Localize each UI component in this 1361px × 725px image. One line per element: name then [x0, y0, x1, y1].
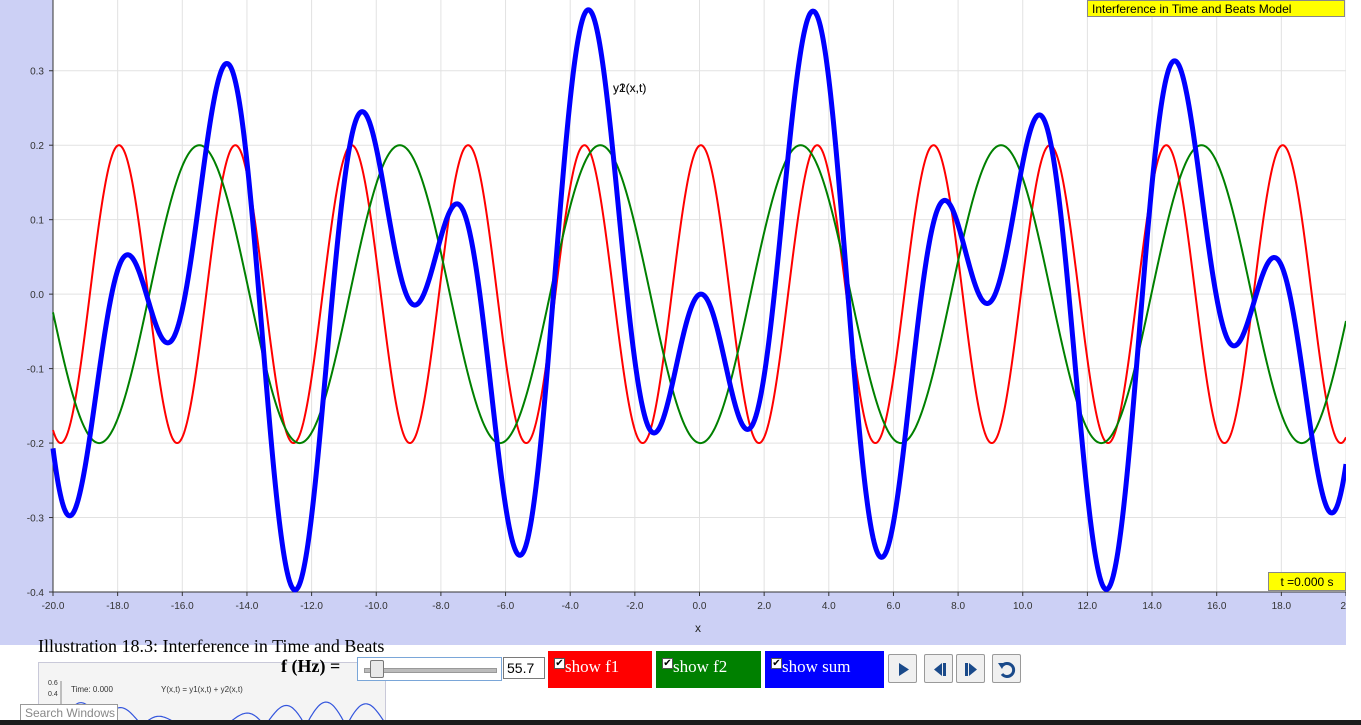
x-tick-label: -18.0 — [106, 601, 129, 612]
show-f2-toggle[interactable]: ✔ show f2 — [656, 651, 761, 688]
checkbox-checked-icon[interactable]: ✔ — [554, 658, 565, 669]
reset-icon — [998, 662, 1016, 678]
show-f1-label: show f1 — [565, 657, 620, 676]
plot-panel: -20.0 -18.0 -16.0 -14.0 -12.0 -10.0 -8.0 -6.0 -4… — [0, 0, 1361, 645]
step-forward-icon — [965, 663, 977, 676]
y-tick-label: 0.0 — [30, 290, 44, 301]
x-tick-label: 16.0 — [1207, 601, 1227, 612]
show-f1-toggle[interactable]: ✔ show f1 — [548, 651, 652, 688]
y-tick-label: 0.1 — [30, 216, 44, 227]
step-back-button[interactable] — [924, 654, 953, 683]
x-tick-label: 10.0 — [1013, 601, 1033, 612]
x-tick-label: -10.0 — [365, 601, 388, 612]
y-tick-label: -0.3 — [27, 514, 45, 525]
x-tick-label: 12.0 — [1078, 601, 1098, 612]
thumb-ytick-0: 0.6 — [48, 680, 58, 687]
y-tick-label: -0.4 — [27, 588, 45, 599]
time-readout: t =0.000 s — [1268, 572, 1346, 591]
plot-canvas[interactable]: -20.0 -18.0 -16.0 -14.0 -12.0 -10.0 -8.0 -6.0 -4… — [0, 0, 1361, 645]
x-tick-label: -20.0 — [42, 601, 65, 612]
x-tick-label: -14.0 — [236, 601, 259, 612]
x-tick-label: 18.0 — [1272, 601, 1292, 612]
play-button[interactable] — [888, 654, 917, 683]
y-tick-label: -0.1 — [27, 365, 45, 376]
x-tick-label: -2.0 — [626, 601, 644, 612]
thumb-ytick-1: 0.4 — [48, 691, 58, 698]
slider-track — [364, 668, 497, 673]
checkbox-checked-icon[interactable]: ✔ — [771, 658, 782, 669]
slider-thumb[interactable] — [370, 660, 384, 678]
series-label-y2: y2(x,t) — [613, 81, 646, 95]
x-tick-label: 6.0 — [886, 601, 900, 612]
y-tick-label: 0.3 — [30, 67, 44, 78]
x-tick-label: -4.0 — [562, 601, 580, 612]
series-y2-line — [52, 144, 1347, 445]
show-sum-label: show sum — [782, 657, 851, 676]
taskbar-edge — [0, 720, 1361, 725]
frequency-slider[interactable] — [357, 657, 502, 681]
x-tick-label: 8.0 — [951, 601, 965, 612]
show-f2-label: show f2 — [673, 657, 728, 676]
frequency-input[interactable] — [503, 657, 545, 679]
y-tick-label: -0.2 — [27, 439, 45, 450]
search-windows-input[interactable]: Search Windows — [20, 704, 118, 721]
x-tick-label: 14.0 — [1142, 601, 1162, 612]
play-icon — [899, 663, 909, 676]
show-sum-toggle[interactable]: ✔ show sum — [765, 651, 884, 688]
reset-button[interactable] — [992, 654, 1021, 683]
series-label-y1: y1(x,t) — [613, 81, 646, 95]
y-tick-label: 0.2 — [30, 141, 44, 152]
x-tick-label: -6.0 — [497, 601, 515, 612]
checkbox-checked-icon[interactable]: ✔ — [662, 658, 673, 669]
x-tick-label: -16.0 — [171, 601, 194, 612]
thumbnail-equation: Y(x,t) = y1(x,t) + y2(x,t) — [161, 685, 243, 694]
x-tick-label: 2.0 — [757, 601, 771, 612]
step-back-icon — [934, 663, 946, 676]
plot-right-edge — [1346, 0, 1361, 645]
x-tick-label: 0.0 — [693, 601, 707, 612]
model-title-badge: Interference in Time and Beats Model — [1087, 0, 1345, 17]
x-tick-label: -12.0 — [300, 601, 323, 612]
frequency-label: f (Hz) = — [281, 656, 341, 676]
x-tick-label: -8.0 — [432, 601, 450, 612]
x-axis-label: x — [695, 621, 701, 635]
thumbnail-time: Time: 0.000 — [71, 685, 113, 694]
step-forward-button[interactable] — [956, 654, 985, 683]
x-tick-label: 4.0 — [822, 601, 836, 612]
illustration-title: Illustration 18.3: Interference in Time … — [38, 636, 385, 656]
series-y1-line — [52, 144, 1347, 445]
series-sum-line — [50, 7, 1349, 593]
